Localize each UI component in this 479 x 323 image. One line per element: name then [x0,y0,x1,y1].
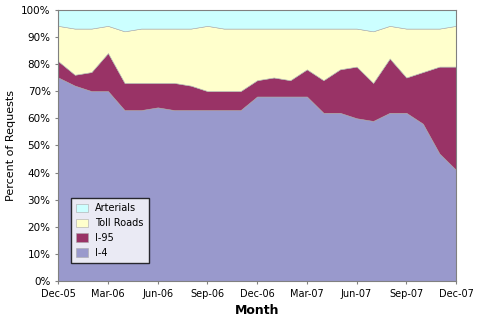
X-axis label: Month: Month [235,305,279,318]
Legend: Arterials, Toll Roads, I-95, I-4: Arterials, Toll Roads, I-95, I-4 [71,199,148,263]
Y-axis label: Percent of Requests: Percent of Requests [6,90,15,201]
